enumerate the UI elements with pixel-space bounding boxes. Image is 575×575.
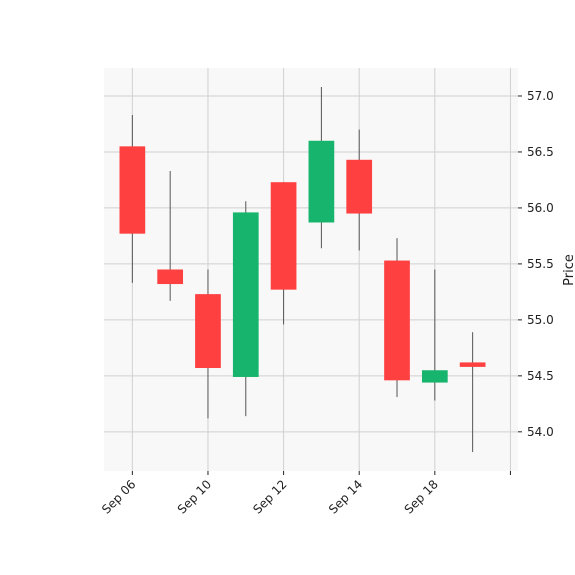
y-tick-label: 55.5 xyxy=(527,257,554,271)
candle-body-up xyxy=(308,140,335,223)
candle-body-up xyxy=(421,370,448,383)
y-tick-label: 56.5 xyxy=(527,145,554,159)
x-tick-label: Sep 14 xyxy=(326,477,365,516)
candle-body-down xyxy=(384,260,410,381)
x-tick-label: Sep 18 xyxy=(402,477,441,516)
candle-body-down xyxy=(119,146,146,234)
candle-body-up xyxy=(232,212,259,377)
y-axis-label: Price xyxy=(562,254,575,286)
y-tick-label: 56.0 xyxy=(527,201,554,215)
y-tick-label: 54.5 xyxy=(527,369,554,383)
candles xyxy=(119,87,486,452)
candle-body-down xyxy=(195,294,221,369)
candle-body-down xyxy=(346,159,373,214)
candle-body-down xyxy=(459,362,486,367)
x-tick-label: Sep 12 xyxy=(250,477,289,516)
candle-body-down xyxy=(270,182,297,290)
x-tick-label: Sep 06 xyxy=(99,477,138,516)
y-tick-label: 54.0 xyxy=(527,425,554,439)
y-tick-label: 57.0 xyxy=(527,89,554,103)
y-tick-label: 55.0 xyxy=(527,313,554,327)
x-tick-label: Sep 10 xyxy=(175,477,214,516)
candle-body-down xyxy=(157,269,184,285)
